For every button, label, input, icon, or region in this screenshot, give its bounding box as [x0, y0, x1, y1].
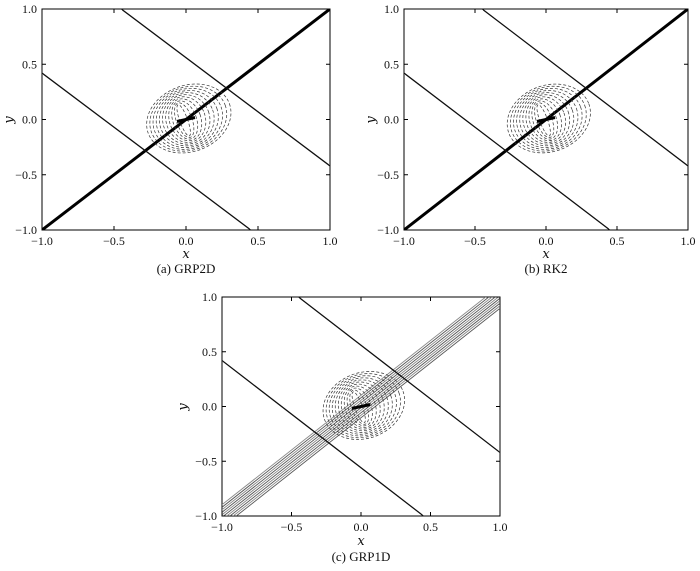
y-tick-label: −0.5: [377, 168, 399, 182]
vortex-contour: [346, 387, 373, 427]
plot-inner: [404, 9, 688, 230]
vortex-contour: [340, 383, 381, 430]
panel-caption: (a) GRP2D: [157, 261, 216, 276]
vortex-contour: [528, 98, 562, 142]
vortex-contour: [519, 92, 575, 147]
vortex-contour: [168, 98, 203, 142]
y-tick-label: 1.0: [384, 2, 399, 16]
x-tick-label: 0.0: [179, 234, 194, 248]
x-axis-label: x: [357, 534, 365, 549]
x-tick-label: −0.5: [464, 234, 486, 248]
x-tick-label: 0.0: [354, 520, 369, 534]
tick-marks: [403, 8, 689, 231]
y-axis-label: y: [364, 116, 379, 125]
x-tick-label: 1.0: [323, 234, 338, 248]
plot-content: [42, 9, 330, 230]
y-tick-label: 0.0: [384, 113, 399, 127]
vortex-contour: [149, 85, 228, 152]
vortex-contour: [510, 85, 587, 152]
x-axis-label: x: [542, 247, 550, 262]
vortex-contour: [506, 83, 591, 154]
anti-diagonal-contour-line: [483, 9, 688, 167]
diagonal-contour-line: [222, 297, 487, 506]
tick-labels: −1.0 −0.5 0.0 0.5 1.0 1.0 0.5 0.0 −0.5 −…: [15, 2, 337, 248]
vortex-contour: [531, 100, 558, 140]
anti-diagonal-contour-line: [404, 73, 611, 230]
tick-labels: −1.0 −0.5 0.0 0.5 1.0 1.0 0.5 0.0 −0.5 −…: [195, 290, 507, 534]
vortex-contour: [343, 385, 377, 428]
diagonal-contour-line: [222, 297, 493, 511]
vortex-contour: [146, 83, 232, 154]
y-axis-label: y: [2, 116, 17, 125]
vortex-contour: [155, 90, 219, 148]
tick-marks: [221, 296, 501, 517]
vortex-contour: [522, 94, 571, 145]
y-tick-label: −1.0: [15, 223, 37, 237]
anti-diagonal-contour-line: [42, 73, 252, 230]
x-tick-label: 0.5: [610, 234, 625, 248]
diagonal-contour-line: [222, 297, 490, 508]
vortex-contour: [516, 90, 579, 148]
vortex-contour: [322, 371, 405, 440]
plot-content: [222, 297, 500, 516]
vortex-contour: [328, 375, 397, 437]
vortex-contour: [334, 379, 389, 433]
y-tick-label: 1.0: [22, 2, 37, 16]
anti-diagonal-contour-line: [222, 361, 424, 516]
panel-caption: (b) RK2: [525, 261, 568, 276]
panel-a: −1.0 −0.5 0.0 0.5 1.0 1.0 0.5 0.0 −0.5 −…: [2, 2, 338, 276]
vortex-core-mark: [351, 403, 371, 410]
x-tick-label: 0.5: [423, 520, 438, 534]
anti-diagonal-contour-line: [299, 297, 500, 454]
tick-marks: [41, 8, 331, 231]
vortex-contour: [331, 377, 393, 435]
diagonal-contour-line: [232, 305, 500, 516]
x-tick-label: −0.5: [103, 234, 125, 248]
y-tick-label: 0.5: [384, 57, 399, 71]
diagonal-contour-line: [235, 307, 500, 516]
tick-labels: −1.0 −0.5 0.0 0.5 1.0 1.0 0.5 0.0 −0.5 −…: [377, 2, 695, 248]
y-tick-label: −0.5: [195, 454, 217, 468]
plot-inner: [222, 297, 500, 516]
x-tick-label: −0.5: [281, 520, 303, 534]
x-axis-label: x: [182, 247, 190, 262]
vortex-contour: [325, 373, 401, 439]
panel-caption: (c) GRP1D: [332, 549, 391, 564]
y-tick-label: −1.0: [195, 509, 217, 523]
x-tick-label: −1.0: [393, 234, 415, 248]
y-axis-label: y: [176, 403, 191, 412]
y-tick-label: −1.0: [377, 223, 399, 237]
plot-content: [404, 9, 688, 230]
y-tick-label: 0.0: [22, 113, 37, 127]
x-tick-label: 0.0: [539, 234, 554, 248]
x-tick-label: −1.0: [31, 234, 53, 248]
vortex-core-mark: [176, 116, 196, 123]
y-tick-label: 0.0: [202, 400, 217, 414]
panel-b: −1.0 −0.5 0.0 0.5 1.0 1.0 0.5 0.0 −0.5 −…: [364, 2, 696, 276]
y-tick-label: 1.0: [202, 290, 217, 304]
plot-inner: [42, 9, 330, 230]
vortex-contour: [337, 381, 385, 432]
panel-c: −1.0 −0.5 0.0 0.5 1.0 1.0 0.5 0.0 −0.5 −…: [176, 290, 508, 564]
vortex-contour: [171, 100, 199, 140]
x-tick-label: 1.0: [493, 520, 508, 534]
anti-diagonal-contour-line: [122, 9, 330, 167]
vortex-core-mark: [536, 116, 556, 123]
diagonal-contour-line: [222, 297, 496, 513]
x-tick-label: 1.0: [681, 234, 696, 248]
vortex-contour: [162, 94, 211, 145]
y-tick-label: 0.5: [202, 345, 217, 359]
y-tick-label: −0.5: [15, 168, 37, 182]
x-tick-label: −1.0: [211, 520, 233, 534]
diagonal-contour-line: [229, 302, 500, 516]
x-tick-label: 0.5: [251, 234, 266, 248]
y-tick-label: 0.5: [22, 57, 37, 71]
